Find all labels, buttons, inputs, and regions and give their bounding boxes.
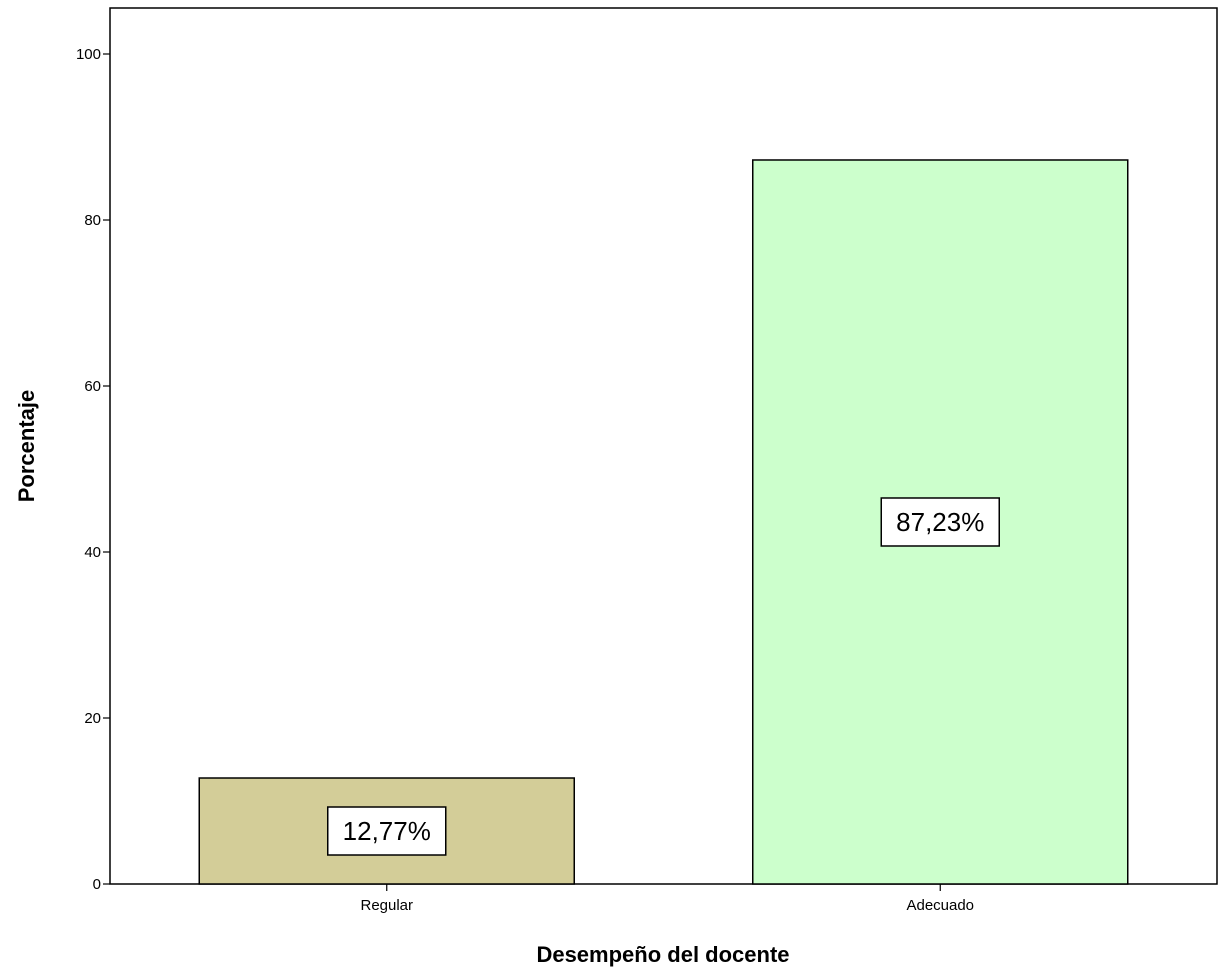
y-tick-label: 60 <box>84 378 101 395</box>
x-tick-label: Regular <box>360 897 413 914</box>
x-tick-label: Adecuado <box>906 897 974 914</box>
y-tick-label: 0 <box>93 876 101 893</box>
y-tick-label: 20 <box>84 710 101 727</box>
y-tick-label: 80 <box>84 212 101 229</box>
y-tick-label: 100 <box>76 46 101 63</box>
data-label-box <box>327 806 447 856</box>
y-axis-title: Porcentaje <box>14 390 39 503</box>
x-axis-title: Desempeño del docente <box>536 942 789 967</box>
y-axis: 0 20 40 60 80 100 <box>76 46 110 893</box>
data-label: 87,23% <box>896 507 984 537</box>
data-label: 12,77% <box>343 816 431 846</box>
bars-group: 12,77% 87,23% <box>198 159 1129 885</box>
y-tick-label: 40 <box>84 544 101 561</box>
x-axis: Regular Adecuado <box>360 884 974 914</box>
data-label-box <box>880 497 1000 547</box>
